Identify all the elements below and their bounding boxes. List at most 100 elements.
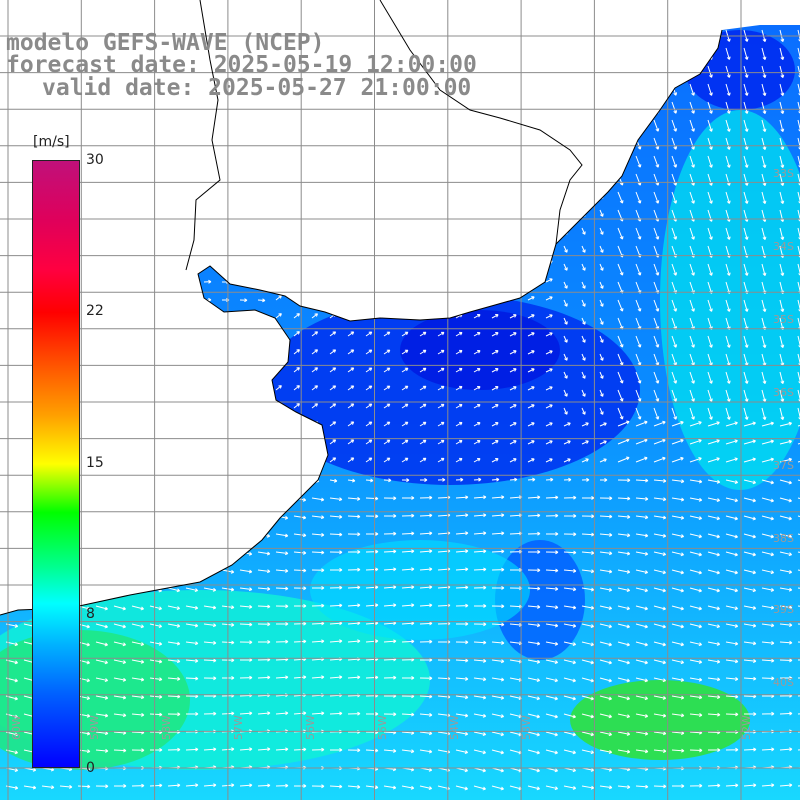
wind-arrow — [671, 420, 684, 427]
wind-arrow — [761, 641, 775, 645]
wind-arrow — [509, 314, 517, 319]
wind-arrow — [383, 567, 397, 572]
wind-arrow — [239, 783, 253, 788]
wind-arrow — [581, 245, 586, 253]
wind-arrow — [113, 677, 127, 682]
wind-arrow — [671, 137, 678, 150]
wind-arrow — [527, 604, 541, 609]
wind-arrow — [689, 587, 702, 593]
wind-arrow — [743, 605, 757, 610]
wind-arrow — [131, 641, 145, 647]
wind-arrow — [653, 731, 667, 736]
wind-arrow — [689, 421, 702, 427]
wind-arrow — [473, 349, 481, 355]
wind-arrow — [743, 712, 757, 717]
wind-arrow — [527, 767, 540, 773]
wind-arrow — [293, 621, 307, 626]
wind-arrow — [491, 332, 499, 337]
wind-arrow — [653, 119, 660, 132]
wind-arrow — [761, 551, 774, 557]
wind-arrow — [23, 785, 37, 790]
wind-arrow — [635, 263, 642, 276]
wind-arrow — [653, 659, 666, 665]
wind-arrow — [167, 641, 181, 646]
wind-arrow — [599, 317, 604, 325]
wind-arrow — [455, 421, 463, 427]
wind-arrow — [383, 531, 397, 536]
wind-arrow — [545, 314, 553, 319]
wind-arrow — [401, 385, 409, 391]
wind-arrow — [455, 403, 463, 409]
wind-arrow — [707, 783, 721, 788]
wind-arrow — [671, 263, 678, 276]
wind-arrow — [689, 623, 702, 629]
wind-arrow — [617, 420, 630, 427]
wind-arrow — [581, 713, 594, 719]
wind-arrow — [779, 371, 785, 384]
wind-arrow — [491, 386, 499, 391]
wind-arrow — [779, 155, 785, 168]
wind-arrow — [635, 407, 642, 420]
wind-arrow — [203, 605, 217, 610]
wind-arrow — [689, 457, 702, 463]
wind-arrow — [545, 368, 553, 373]
wind-arrow — [653, 335, 660, 348]
wind-arrow — [581, 731, 594, 737]
wind-arrow — [743, 101, 749, 114]
wind-arrow — [365, 331, 373, 337]
wind-arrow — [653, 533, 667, 538]
wind-arrow — [95, 623, 108, 629]
wind-arrow — [509, 440, 517, 445]
wind-arrow — [635, 784, 649, 789]
wind-arrow — [581, 495, 595, 500]
wind-arrow — [653, 137, 660, 150]
wind-arrow — [635, 478, 649, 483]
wind-arrow — [761, 587, 775, 592]
wind-arrow — [275, 533, 289, 538]
wind-arrow — [545, 605, 559, 610]
wind-arrow — [527, 477, 536, 482]
wind-arrow — [581, 623, 595, 629]
wind-arrow — [473, 549, 487, 554]
wind-arrow — [707, 421, 720, 427]
wind-arrow — [653, 623, 666, 629]
wind-arrow — [545, 531, 559, 536]
wind-arrow — [347, 331, 355, 337]
wind-arrow — [743, 497, 756, 503]
wind-arrow — [617, 605, 631, 611]
wind-arrow — [581, 458, 589, 463]
wind-arrow — [491, 659, 505, 664]
wind-arrow — [725, 439, 738, 445]
wind-arrow — [707, 83, 713, 96]
wind-arrow — [635, 605, 648, 611]
wind-arrow — [635, 569, 649, 575]
wind-arrow — [707, 551, 720, 557]
wind-arrow — [545, 332, 553, 337]
wind-arrow — [437, 477, 446, 482]
wind-arrow — [617, 713, 631, 719]
wind-arrow — [491, 440, 499, 445]
wind-arrow — [491, 622, 505, 627]
wind-arrow — [239, 622, 253, 627]
wind-arrow — [671, 119, 678, 132]
wind-arrow — [95, 713, 109, 718]
wind-arrow — [527, 641, 541, 646]
wind-arrow — [707, 659, 721, 664]
wind-arrow — [707, 65, 713, 78]
wind-arrow — [743, 659, 757, 663]
wind-arrow — [761, 533, 774, 539]
wind-arrow — [293, 533, 307, 538]
wind-arrow — [779, 101, 785, 114]
wind-arrow — [725, 389, 731, 402]
wind-arrow — [671, 407, 678, 420]
wind-arrow — [239, 711, 253, 716]
wind-arrow — [365, 711, 379, 716]
wind-arrow — [347, 639, 361, 644]
lon-label-55w: 55W — [376, 715, 389, 740]
wind-arrow — [743, 65, 749, 78]
wind-arrow — [653, 713, 667, 718]
wind-arrow — [347, 457, 355, 463]
wind-arrow — [743, 551, 756, 557]
wind-arrow — [779, 711, 793, 716]
